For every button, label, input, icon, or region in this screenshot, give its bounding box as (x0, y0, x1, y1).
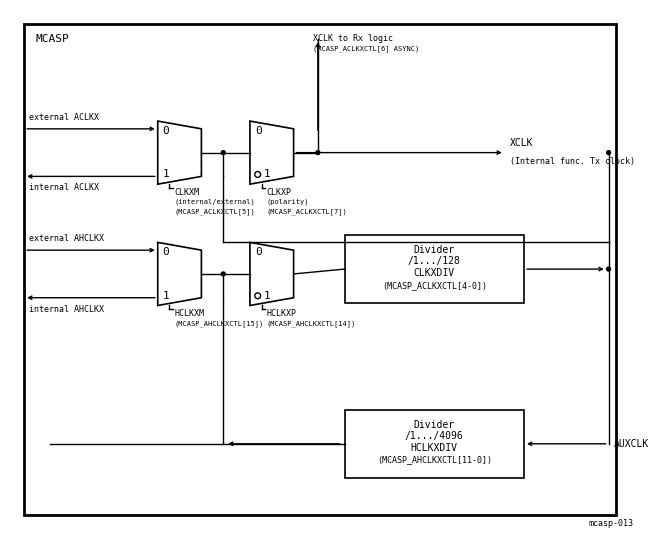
Text: AUXCLK: AUXCLK (613, 439, 649, 449)
Text: CLKXM: CLKXM (174, 188, 199, 197)
Text: Divider: Divider (414, 419, 455, 430)
Polygon shape (158, 243, 201, 306)
Circle shape (221, 151, 225, 154)
Text: external ACLKX: external ACLKX (29, 113, 99, 122)
Polygon shape (158, 121, 201, 184)
Text: (MCASP_ACLKXCTL[6] ASYNC): (MCASP_ACLKXCTL[6] ASYNC) (313, 45, 419, 52)
Text: (MCASP_AHCLKXCTL[11-0]): (MCASP_AHCLKXCTL[11-0]) (377, 455, 492, 465)
Text: (Internal func. Tx clock): (Internal func. Tx clock) (510, 157, 634, 166)
Text: 1: 1 (263, 169, 270, 180)
Text: /1.../4096: /1.../4096 (405, 431, 464, 441)
Polygon shape (250, 121, 294, 184)
Text: 1: 1 (162, 169, 170, 180)
Text: Divider: Divider (414, 245, 455, 255)
Circle shape (316, 151, 320, 154)
Text: 1: 1 (162, 291, 170, 301)
Text: XCLK to Rx logic: XCLK to Rx logic (313, 34, 393, 43)
Text: 0: 0 (162, 126, 170, 136)
Text: 0: 0 (255, 247, 261, 257)
Text: internal ACLKX: internal ACLKX (29, 183, 99, 192)
Polygon shape (250, 243, 294, 306)
Circle shape (221, 272, 225, 276)
Text: CLKXP: CLKXP (267, 188, 292, 197)
Bar (345, 235, 524, 303)
Text: CLKXDIV: CLKXDIV (414, 268, 455, 278)
Circle shape (607, 151, 611, 154)
Text: /1.../128: /1.../128 (408, 256, 461, 267)
Text: HCLKXP: HCLKXP (267, 310, 296, 318)
Text: (internal/external): (internal/external) (174, 199, 255, 205)
Text: (MCASP_AHCLKXCTL[14]): (MCASP_AHCLKXCTL[14]) (267, 320, 356, 327)
Text: XCLK: XCLK (510, 138, 533, 148)
Text: 0: 0 (255, 126, 261, 136)
Circle shape (607, 267, 611, 271)
Text: (polarity): (polarity) (267, 199, 309, 205)
Bar (345, 410, 524, 478)
Text: mcasp-013: mcasp-013 (589, 519, 634, 528)
Text: internal AHCLKX: internal AHCLKX (29, 305, 104, 313)
Text: (MCASP_ACLKXCTL[7]): (MCASP_ACLKXCTL[7]) (267, 208, 347, 215)
Text: MCASP: MCASP (36, 34, 70, 44)
Text: external AHCLKX: external AHCLKX (29, 234, 104, 243)
Text: (MCASP_ACLKXCTL[4-0]): (MCASP_ACLKXCTL[4-0]) (382, 281, 487, 290)
Text: (MCASP_ACLKXCTL[5]): (MCASP_ACLKXCTL[5]) (174, 208, 255, 215)
Text: (MCASP_AHCLKXCTL[15]): (MCASP_AHCLKXCTL[15]) (174, 320, 263, 327)
Text: HCLKXDIV: HCLKXDIV (411, 443, 458, 453)
Text: 1: 1 (263, 291, 270, 301)
Text: HCLKXM: HCLKXM (174, 310, 204, 318)
Text: 0: 0 (162, 247, 170, 257)
